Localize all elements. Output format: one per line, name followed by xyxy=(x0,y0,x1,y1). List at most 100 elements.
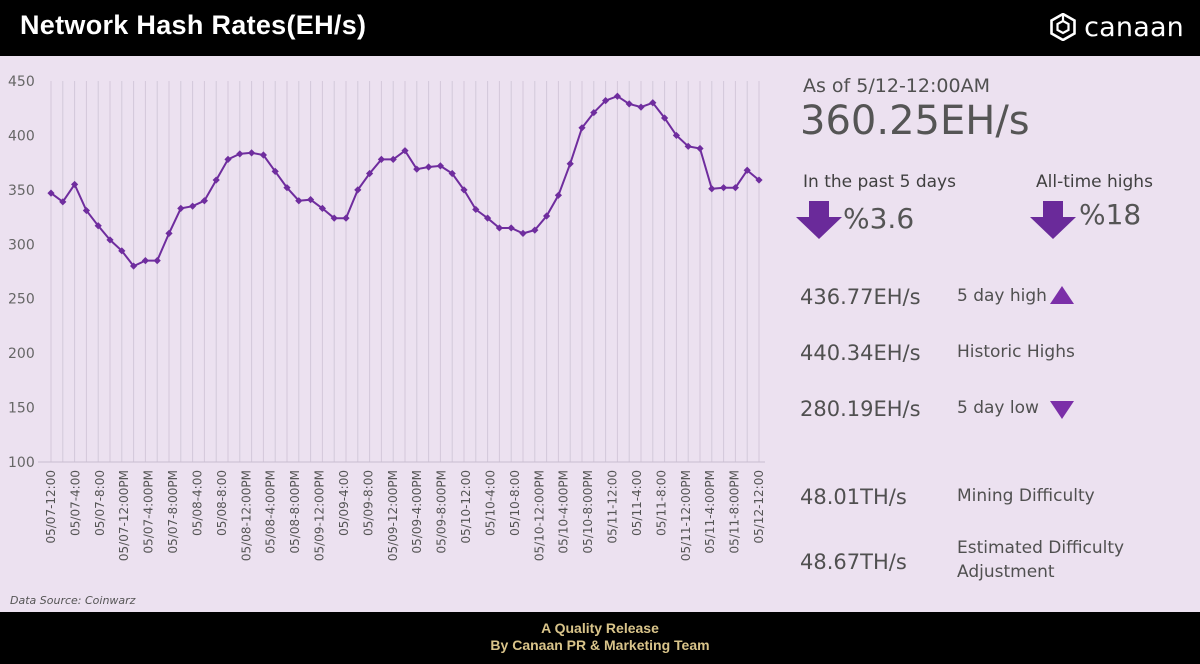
x-tick-label: 05/10-8:00 xyxy=(508,470,522,536)
mining-difficulty-value: 48.01TH/s xyxy=(800,485,907,509)
historic-high-label: Historic Highs xyxy=(957,342,1075,362)
x-tick-label: 05/08-8:00PM xyxy=(288,470,302,553)
x-tick-label: 05/09-8:00PM xyxy=(435,470,449,553)
data-point xyxy=(295,197,303,205)
data-point xyxy=(153,257,161,265)
down-arrow-icon xyxy=(796,201,842,239)
data-point xyxy=(755,176,763,184)
all-time-highs-label: All-time highs xyxy=(1036,172,1153,192)
y-tick-label: 400 xyxy=(8,128,35,144)
data-point xyxy=(625,100,633,108)
data-point xyxy=(590,108,598,117)
footer-bar: A Quality Release By Canaan PR & Marketi… xyxy=(0,612,1200,664)
data-point xyxy=(637,103,645,111)
data-point xyxy=(141,257,149,265)
x-tick-label: 05/08-4:00PM xyxy=(264,470,278,553)
data-point xyxy=(271,167,279,175)
five-day-low-value: 280.19EH/s xyxy=(800,397,921,421)
data-point xyxy=(472,205,480,214)
data-point xyxy=(377,155,385,163)
x-tick-label: 05/09-8:00 xyxy=(361,470,375,536)
data-point xyxy=(425,163,433,171)
historic-high-value: 440.34EH/s xyxy=(800,341,921,365)
estimated-difficulty-label: Estimated Difficulty Adjustment xyxy=(957,538,1125,582)
x-tick-label: 05/08-4:00 xyxy=(190,470,204,536)
x-tick-label: 05/07-12:00 xyxy=(44,470,58,544)
data-point xyxy=(47,189,55,197)
all-time-highs-change: %18 xyxy=(1079,198,1142,231)
x-tick-label: 05/07-8:00PM xyxy=(166,470,180,553)
data-point xyxy=(177,204,185,212)
brand-name: canaan xyxy=(1084,11,1184,43)
x-tick-label: 05/07-4:00 xyxy=(68,470,82,536)
data-point xyxy=(696,144,704,153)
data-point xyxy=(71,180,79,189)
x-tick-label: 05/09-4:00PM xyxy=(410,470,424,553)
canaan-logo-icon xyxy=(1050,13,1076,41)
down-arrow-icon xyxy=(1030,201,1076,239)
mining-difficulty-label: Mining Difficulty xyxy=(957,486,1095,506)
data-point xyxy=(342,214,350,222)
data-point xyxy=(578,124,586,132)
triangle-down-icon xyxy=(1050,401,1074,419)
x-tick-label: 05/11-12:00 xyxy=(606,470,620,544)
page-title: Network Hash Rates(EH/s) xyxy=(20,10,367,40)
data-point xyxy=(366,169,374,178)
y-tick-label: 150 xyxy=(8,401,35,417)
x-tick-label: 05/08-12:00PM xyxy=(239,470,253,561)
data-point xyxy=(236,150,244,158)
estimated-difficulty-value: 48.67TH/s xyxy=(800,550,907,574)
data-point xyxy=(212,176,220,184)
data-point xyxy=(413,165,421,173)
data-point xyxy=(649,99,657,107)
data-point xyxy=(307,196,315,204)
x-tick-label: 05/09-12:00PM xyxy=(386,470,400,561)
data-point xyxy=(401,147,409,155)
footer-line-1: A Quality Release xyxy=(541,620,659,636)
x-tick-label: 05/07-12:00PM xyxy=(117,470,131,561)
data-point xyxy=(554,191,562,199)
data-point xyxy=(318,204,326,212)
x-tick-label: 05/10-4:00PM xyxy=(557,470,571,553)
x-tick-label: 05/11-4:00PM xyxy=(703,470,717,553)
data-point xyxy=(602,96,610,105)
x-tick-label: 05/10-8:00PM xyxy=(581,470,595,553)
five-day-high-value: 436.77EH/s xyxy=(800,285,921,309)
data-point xyxy=(82,206,90,215)
x-tick-label: 05/10-4:00 xyxy=(483,470,497,536)
data-point xyxy=(248,149,256,157)
data-point xyxy=(283,184,291,192)
data-point xyxy=(484,214,492,222)
data-point xyxy=(165,229,173,237)
data-point xyxy=(106,236,114,244)
data-point xyxy=(94,222,102,230)
data-point xyxy=(224,155,232,163)
data-point xyxy=(200,197,208,205)
y-tick-label: 300 xyxy=(8,237,35,253)
x-tick-label: 05/09-4:00 xyxy=(337,470,351,536)
x-tick-label: 05/12-12:00 xyxy=(752,470,766,544)
content-panel: 100 150 200 250 300 350 400 450 05/07-12:00 05/07… xyxy=(0,56,1200,612)
footer-line-2: By Canaan PR & Marketing Team xyxy=(490,637,710,653)
data-point xyxy=(507,224,515,232)
data-point xyxy=(130,262,138,270)
five-day-low-label: 5 day low xyxy=(957,398,1039,418)
x-tick-label: 05/10-12:00 xyxy=(459,470,473,544)
past-5-days-change: %3.6 xyxy=(843,202,915,235)
x-tick-label: 05/09-12:00PM xyxy=(313,470,327,561)
x-tick-label: 05/11-4:00 xyxy=(630,470,644,536)
data-point xyxy=(389,155,397,163)
data-point xyxy=(448,169,456,178)
data-point xyxy=(566,160,574,168)
data-point xyxy=(708,185,716,193)
data-point xyxy=(731,184,739,192)
data-point xyxy=(118,247,126,255)
data-point xyxy=(613,92,621,100)
header-bar: Network Hash Rates(EH/s) canaan xyxy=(0,0,1200,56)
x-tick-label: 05/08-8:00 xyxy=(215,470,229,536)
data-point xyxy=(436,162,444,170)
y-tick-label: 450 xyxy=(8,74,35,90)
data-source-note: Data Source: Coinwarz xyxy=(10,594,136,607)
y-tick-label: 250 xyxy=(8,292,35,308)
data-point xyxy=(59,198,67,206)
